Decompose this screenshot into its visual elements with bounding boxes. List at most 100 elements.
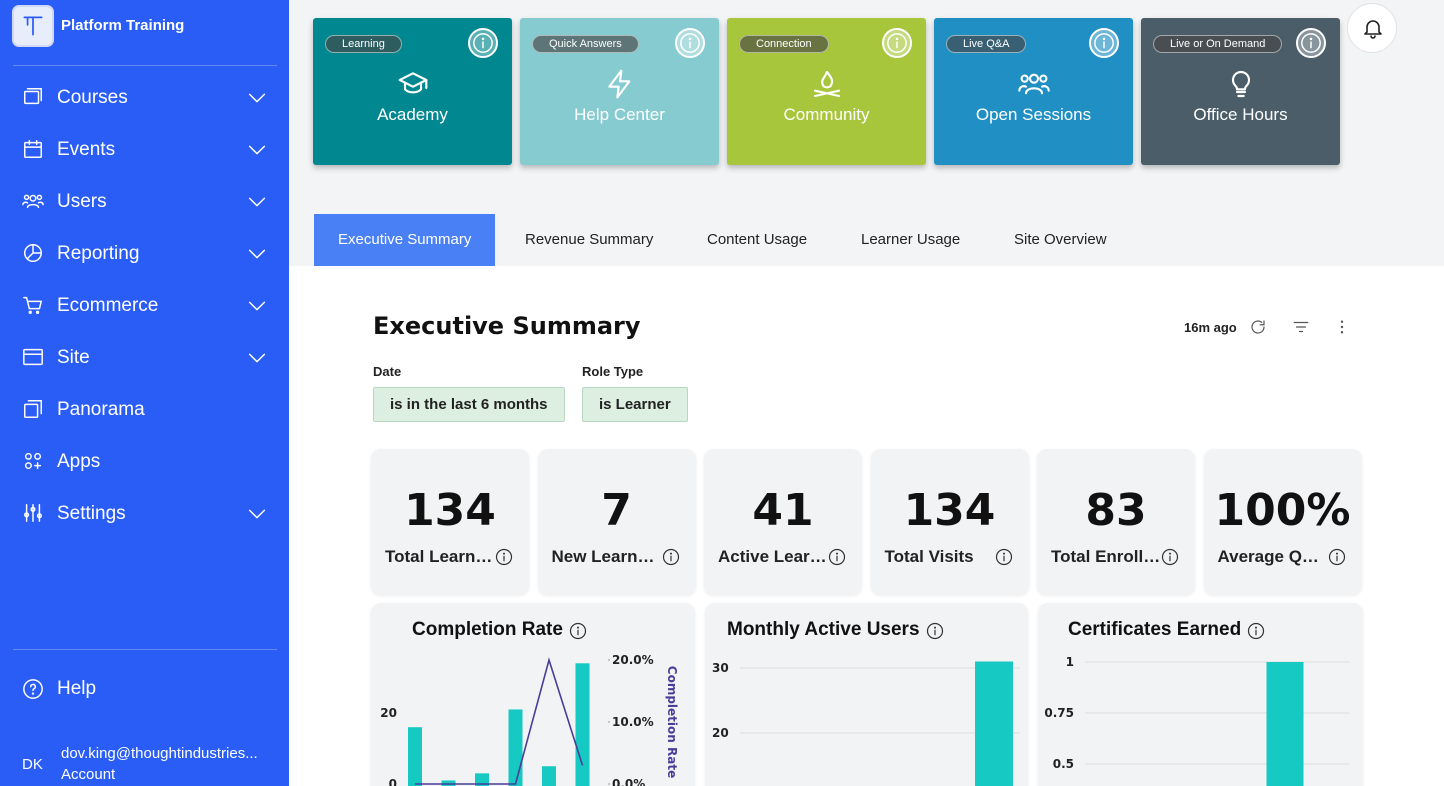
info-button[interactable] [1089,28,1119,58]
filter-pill[interactable]: is Learner [582,387,688,422]
icon [248,197,266,207]
nav-item[interactable]: Settings [13,492,277,536]
filter-button[interactable] [1292,318,1312,338]
icon-part [1293,321,1309,333]
refresh-button[interactable] [1249,318,1269,338]
icon-part [933,626,937,629]
icon [1301,33,1321,53]
icon-part [1364,20,1382,39]
icon [23,348,43,366]
y-tick-label: 0 [389,777,397,786]
icon-part [926,622,944,640]
info-button[interactable] [1296,28,1326,58]
icon-part [248,93,266,103]
icon [398,72,428,94]
icon-part [1168,552,1172,555]
icon [1293,321,1309,333]
icon-part [895,37,899,41]
icon [24,88,42,105]
tile[interactable]: Live Q&A Open Sessions [934,18,1133,165]
icon-part [24,90,40,105]
icon-part [403,78,428,94]
kpi-label: New Learn… [551,547,655,566]
tile[interactable]: Live or On Demand Office Hours [1141,18,1340,165]
bar [508,709,523,786]
y2-axis-label: Completion Rate [665,666,679,778]
nav-label: Events [57,139,116,160]
help-link[interactable]: Help [13,668,277,710]
nav-item[interactable]: Ecommerce [13,284,277,328]
icon-part [28,310,32,314]
tile[interactable]: Learning Academy [313,18,512,165]
notifications-button[interactable] [1347,3,1397,53]
help-label: Help [57,678,97,699]
nav-label: Reporting [57,243,140,264]
kpi-value: 83 [1085,485,1147,536]
tab[interactable]: Learner Usage [861,231,961,248]
kpi-value: 41 [752,485,814,536]
nav-item[interactable]: Users [13,180,277,224]
kpi-label: Active Lear… [718,547,827,566]
kpi-value: 134 [404,485,496,536]
tile[interactable]: Connection Community [727,18,926,165]
icon-part [569,622,587,640]
nav-item[interactable]: Courses [13,76,277,120]
icon-part [1301,33,1321,53]
tile-badge: Live Q&A [946,35,1027,53]
kpi-card: 7 New Learn… [537,449,696,595]
icon [1364,20,1382,39]
icon-part [1309,37,1313,41]
info-button[interactable] [882,28,912,58]
tab[interactable]: Site Overview [1014,231,1107,248]
kpi-label: Total Learn… [385,547,493,566]
kpi-card: 134 Total Learn… [371,449,529,595]
icon-part [398,72,428,88]
icon-part [248,301,266,311]
y2-tick-label: 0.0% [612,777,645,786]
tab[interactable]: Content Usage [707,231,808,248]
icon-part [24,141,42,158]
icon-part [608,69,631,99]
icon-part [1231,70,1251,98]
icon [608,69,631,99]
nav-item[interactable]: Events [13,128,277,172]
icon-part [36,513,42,519]
nav-label: Settings [57,503,126,524]
icon-part [1018,85,1050,95]
icon-part [828,548,846,566]
icon-part [24,512,30,518]
nav-item[interactable]: Panorama [13,388,277,432]
more-button[interactable] [1333,318,1353,338]
icon [1094,33,1114,53]
icon-part [995,548,1012,566]
tab[interactable]: Executive Summary [314,214,496,266]
icon-part [31,692,35,695]
kpi-card: 100% Average Q… [1203,449,1362,595]
icon [23,16,43,36]
chart-title: Completion Rate [412,619,563,640]
nav-item[interactable]: Reporting [13,232,277,276]
info-button[interactable] [468,28,498,58]
account-link[interactable]: Account [61,766,116,783]
kpi-label: Total Visits [884,547,974,566]
info-button[interactable] [675,28,705,58]
icon [24,244,42,262]
icon [22,194,44,209]
tab[interactable]: Revenue Summary [525,231,654,248]
logo[interactable] [12,5,54,47]
tile-title: Academy [377,105,448,124]
icon [1251,320,1265,334]
icon-part [248,145,266,155]
dashboard-title: Executive Summary [373,312,641,340]
filter-pill[interactable]: is in the last 6 months [373,387,565,422]
nav-item[interactable]: Apps [13,440,277,484]
icon-part [26,88,42,102]
icon [569,622,587,640]
icon [887,33,907,53]
tile[interactable]: Quick Answers Help Center [520,18,719,165]
icon [473,33,493,53]
icon-part [669,552,672,555]
nav-item[interactable]: Site [13,336,277,380]
kpi-label: Average Q… [1217,547,1319,566]
icon-part [27,400,42,415]
